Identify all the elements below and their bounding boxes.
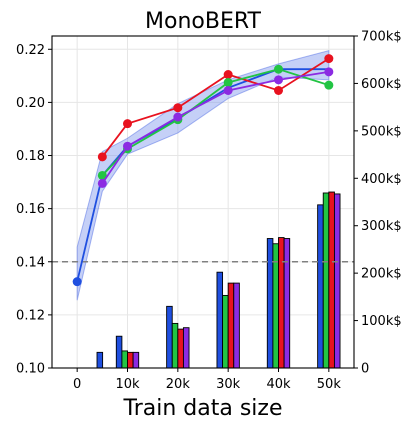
- bar: [96, 351, 104, 369]
- y-tick-label: 0.18: [16, 149, 45, 164]
- x-axis-label: Train data size: [123, 396, 283, 421]
- bar: [177, 328, 184, 369]
- bar: [227, 282, 235, 369]
- y-right-tick-label: 700k$: [361, 30, 402, 45]
- y-right-tick-label: 0: [361, 362, 369, 377]
- bar: [115, 335, 123, 369]
- series-point: [223, 77, 233, 87]
- series-point: [97, 152, 107, 162]
- chart-title: MonoBERT: [145, 9, 262, 34]
- series-point: [97, 178, 107, 188]
- series-point: [274, 64, 283, 74]
- series-point: [223, 70, 233, 80]
- bar: [127, 351, 134, 369]
- bar: [328, 191, 335, 369]
- y-tick-label: 0.14: [16, 255, 45, 270]
- series-point: [324, 80, 334, 90]
- bar: [283, 238, 291, 369]
- bar: [166, 305, 173, 369]
- bar: [121, 350, 128, 369]
- y-tick-label: 0.12: [16, 308, 45, 323]
- series-line: [101, 57, 330, 158]
- series-point: [173, 103, 183, 113]
- x-tick-label: 10k: [115, 377, 140, 392]
- series-point: [274, 85, 283, 95]
- y-tick-label: 0.20: [16, 96, 45, 111]
- bar: [333, 193, 341, 369]
- bar: [322, 192, 330, 369]
- series-point: [223, 85, 233, 95]
- y-right-tick-label: 100k$: [361, 314, 402, 329]
- bar: [216, 271, 224, 369]
- x-tick-label: 50k: [317, 377, 342, 392]
- bar: [182, 327, 190, 369]
- series-point: [97, 170, 107, 180]
- x-tick-label: 0: [73, 377, 81, 392]
- line-layer: [72, 54, 334, 287]
- bar: [132, 351, 140, 369]
- bar: [278, 237, 285, 369]
- bar: [233, 282, 240, 369]
- series-point: [123, 141, 132, 151]
- x-tick-label: 20k: [166, 377, 191, 392]
- axes: 0.10 0.12 0.14 0.16 0.18 0.20 0.22 0 100k$ 200k$ 3…: [16, 30, 402, 393]
- mean-series-point: [72, 277, 82, 287]
- series-point: [324, 54, 334, 64]
- y-right-tick-label: 600k$: [361, 77, 402, 92]
- series-point: [274, 75, 283, 85]
- x-tick-label: 40k: [266, 377, 291, 392]
- y-right-tick-label: 300k$: [361, 219, 402, 234]
- bar: [266, 238, 274, 369]
- bar: [171, 322, 179, 369]
- y-tick-label: 0.10: [16, 362, 45, 377]
- x-tick-label: 30k: [216, 377, 241, 392]
- y-right-tick-label: 400k$: [361, 172, 402, 187]
- bar: [222, 294, 229, 369]
- y-tick-label: 0.16: [16, 202, 45, 217]
- series-point: [324, 67, 334, 77]
- y-right-tick-label: 200k$: [361, 267, 402, 282]
- series-point: [123, 119, 132, 129]
- y-tick-label: 0.22: [16, 43, 45, 58]
- bar: [317, 204, 324, 369]
- plot-frame: [51, 35, 355, 369]
- y-right-tick-label: 500k$: [361, 124, 402, 139]
- series-line: [101, 70, 329, 184]
- series-point: [173, 112, 183, 122]
